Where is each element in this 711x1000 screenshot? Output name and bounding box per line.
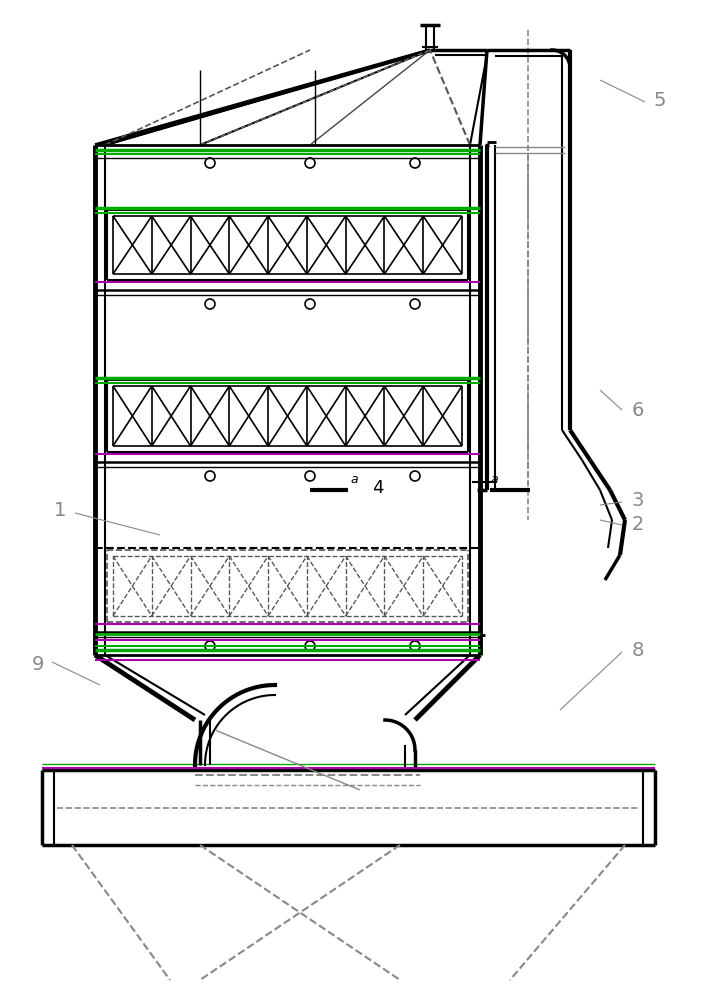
Text: 5: 5 <box>653 91 666 109</box>
Text: 8: 8 <box>632 641 644 660</box>
Text: 3: 3 <box>632 490 644 510</box>
Text: 9: 9 <box>32 656 44 674</box>
Text: 4: 4 <box>372 479 383 497</box>
Text: 6: 6 <box>632 400 644 420</box>
Text: 1: 1 <box>54 500 66 520</box>
Text: a: a <box>350 473 358 486</box>
Text: a: a <box>490 473 498 486</box>
Text: 2: 2 <box>632 516 644 534</box>
